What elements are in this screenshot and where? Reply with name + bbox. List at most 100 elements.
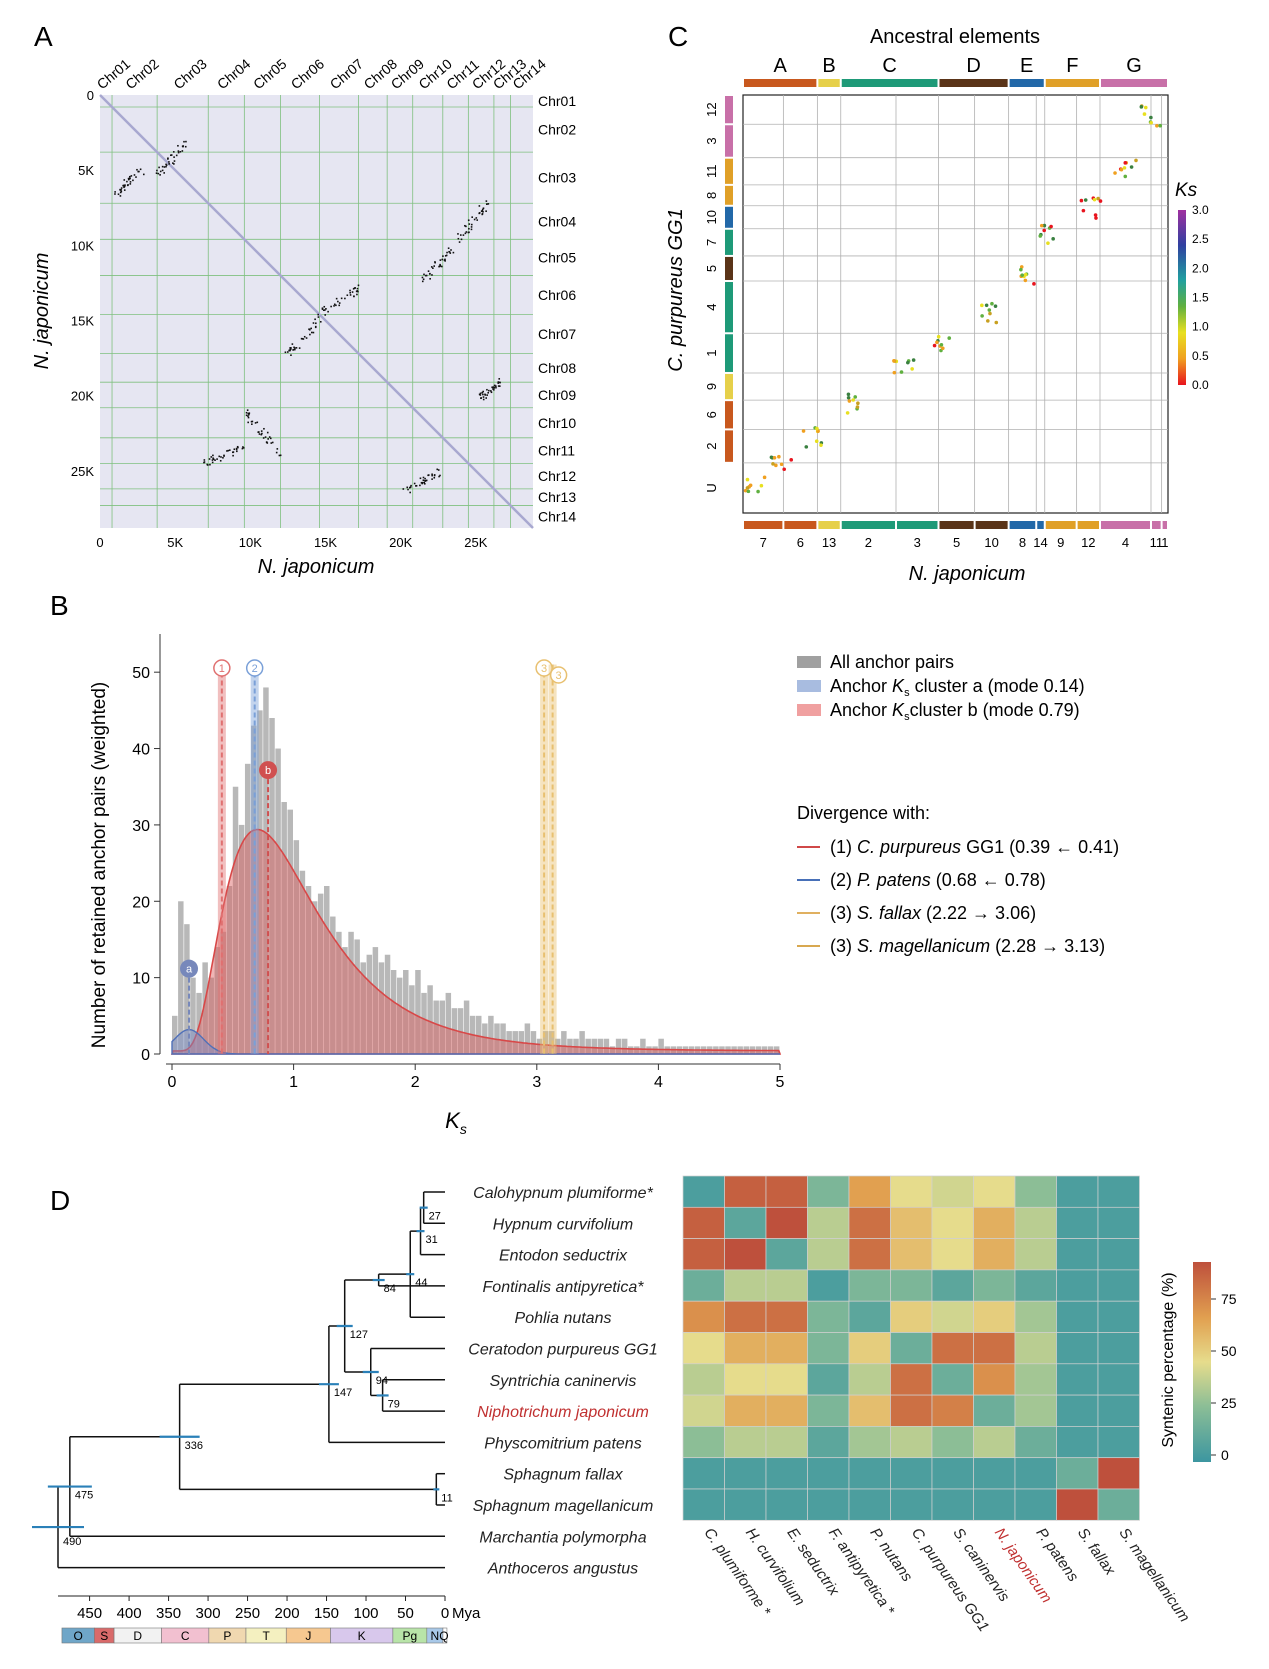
y-tick-label: 5K: [78, 163, 94, 178]
synteny-dot: [338, 302, 341, 304]
synteny-dot: [157, 172, 160, 175]
synteny-dot: [236, 445, 239, 448]
synteny-dot: [159, 174, 161, 176]
synteny-dot: [264, 436, 267, 438]
synteny-dot: [409, 491, 411, 494]
heatmap-cell: [848, 1488, 891, 1521]
heatmap-cell: [1097, 1394, 1140, 1427]
synteny-dot: [286, 351, 289, 353]
y-tick-label: 15K: [71, 314, 94, 329]
synteny-dot: [173, 163, 175, 165]
time-tick-label: 0: [441, 1605, 449, 1622]
heatmap-cell: [890, 1426, 933, 1459]
ancestral-bar-B: [818, 79, 840, 87]
panel-c-xlabel: N. japonicum: [909, 563, 1026, 585]
species-label: Hypnum curvifolium: [493, 1216, 633, 1233]
histogram-bar: [360, 962, 366, 1054]
y-chrom-bar: [725, 229, 733, 255]
heatmap-cell: [1056, 1238, 1099, 1271]
ks-dot: [1142, 112, 1147, 116]
heatmap-cell: [973, 1363, 1016, 1396]
synteny-dot: [235, 447, 238, 450]
synteny-dot: [168, 161, 170, 163]
synteny-dot: [486, 388, 488, 391]
heatmap-cell: [890, 1300, 933, 1333]
synteny-dot: [247, 416, 250, 419]
synteny-dot: [448, 251, 451, 253]
synteny-dot: [165, 163, 167, 166]
synteny-dot: [452, 251, 455, 254]
heatmap-cell: [724, 1269, 767, 1302]
synteny-dot: [223, 454, 225, 457]
synteny-dot: [445, 254, 448, 257]
ancestral-label-G: G: [1126, 55, 1142, 77]
synteny-dot: [423, 481, 426, 484]
x-chrom-bar: [841, 521, 895, 529]
x-chrom-label: 8: [1019, 535, 1026, 550]
synteny-dot: [323, 305, 326, 308]
histogram-bar: [439, 1000, 445, 1054]
ks-dot: [801, 429, 806, 433]
ks-dot: [846, 395, 851, 400]
node-age-label: 147: [334, 1387, 352, 1399]
histogram-bar: [232, 786, 239, 1054]
synteny-dot: [132, 179, 134, 182]
synteny-dot: [302, 338, 305, 340]
synteny-dot: [179, 151, 182, 153]
synteny-dot: [464, 232, 467, 235]
ks-dot: [910, 367, 914, 371]
heatmap-cell: [848, 1206, 891, 1239]
chromosome-top-label: Chr05: [250, 55, 290, 92]
synteny-dot: [458, 241, 461, 243]
synteny-dot: [254, 422, 257, 424]
synteny-dot: [490, 390, 492, 392]
synteny-dot: [233, 448, 236, 451]
synteny-dot: [321, 307, 324, 310]
synteny-dot: [212, 457, 214, 460]
legend-entry: Anchor Kscluster b (mode 0.79): [830, 700, 1080, 723]
ks-dot: [1158, 123, 1163, 128]
heatmap-cell: [682, 1300, 725, 1333]
synteny-dot: [415, 485, 417, 487]
ks-dot: [1098, 199, 1103, 203]
ks-dot: [1020, 273, 1025, 277]
synteny-dot: [433, 265, 436, 267]
ancestral-bar-D: [939, 79, 1008, 87]
synteny-dot: [170, 154, 172, 157]
ks-dot: [1042, 223, 1047, 228]
y-chrom-label: U: [704, 483, 719, 492]
legend-text: All anchor pairs: [830, 652, 954, 672]
divergence-species: S. fallax: [857, 903, 922, 923]
ks-dot: [911, 358, 916, 362]
synteny-dot: [290, 354, 292, 357]
heatmap-cell: [724, 1426, 767, 1459]
heatmap-cell: [848, 1300, 891, 1333]
synteny-dot: [203, 459, 206, 461]
node-age-label: 336: [185, 1440, 203, 1452]
synteny-dot: [156, 169, 158, 172]
legend-swatch: [797, 656, 821, 668]
synteny-dot: [497, 382, 500, 384]
x-chrom-label: 1: [1161, 535, 1168, 550]
heatmap-cell: [848, 1175, 891, 1208]
synteny-dot: [351, 291, 354, 293]
y-chrom-label: 4: [704, 304, 719, 311]
y-tick-label: 40: [132, 742, 150, 759]
synteny-dot: [324, 314, 327, 316]
heatmap-cell: [890, 1206, 933, 1239]
legend-entry: Anchor Ks cluster a (mode 0.14): [830, 676, 1085, 699]
histogram-bar: [658, 1038, 664, 1054]
heatmap-cell: [682, 1269, 725, 1302]
synteny-dot: [298, 347, 301, 349]
ks-dot: [990, 301, 994, 306]
synteny-dot: [260, 430, 263, 432]
heatmap-cell: [1014, 1300, 1057, 1333]
heatmap-cell: [931, 1394, 974, 1427]
divergence-title: Divergence with:: [797, 803, 930, 823]
synteny-dot: [212, 454, 214, 457]
y-chrom-bar: [725, 125, 733, 157]
chromosome-right-label: Chr13: [538, 489, 576, 505]
ancestral-bar-E: [1009, 79, 1044, 87]
